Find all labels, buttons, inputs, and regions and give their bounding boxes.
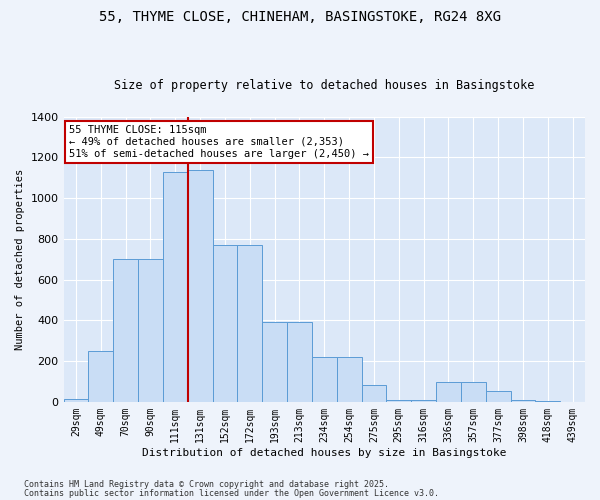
Bar [88,351,113,402]
Bar [287,322,312,402]
Bar [362,384,386,402]
Bar [64,399,88,402]
Bar [461,382,485,402]
Bar [411,400,436,402]
Text: 55 THYME CLOSE: 115sqm
← 49% of detached houses are smaller (2,353)
51% of semi-: 55 THYME CLOSE: 115sqm ← 49% of detached… [69,126,369,158]
Bar [312,357,337,402]
Text: Contains public sector information licensed under the Open Government Licence v3: Contains public sector information licen… [24,488,439,498]
Bar [337,357,362,402]
X-axis label: Distribution of detached houses by size in Basingstoke: Distribution of detached houses by size … [142,448,506,458]
Bar [138,260,163,402]
Bar [535,401,560,402]
Bar [163,172,188,402]
Bar [485,390,511,402]
Bar [188,170,212,402]
Bar [386,400,411,402]
Bar [238,245,262,402]
Y-axis label: Number of detached properties: Number of detached properties [15,168,25,350]
Text: 55, THYME CLOSE, CHINEHAM, BASINGSTOKE, RG24 8XG: 55, THYME CLOSE, CHINEHAM, BASINGSTOKE, … [99,10,501,24]
Bar [262,322,287,402]
Title: Size of property relative to detached houses in Basingstoke: Size of property relative to detached ho… [114,79,535,92]
Text: Contains HM Land Registry data © Crown copyright and database right 2025.: Contains HM Land Registry data © Crown c… [24,480,389,489]
Bar [511,400,535,402]
Bar [436,382,461,402]
Bar [113,260,138,402]
Bar [212,245,238,402]
